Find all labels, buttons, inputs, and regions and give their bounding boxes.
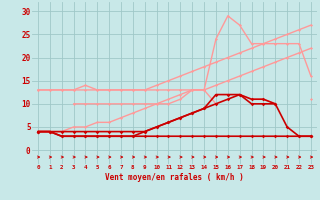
- X-axis label: Vent moyen/en rafales ( km/h ): Vent moyen/en rafales ( km/h ): [105, 173, 244, 182]
